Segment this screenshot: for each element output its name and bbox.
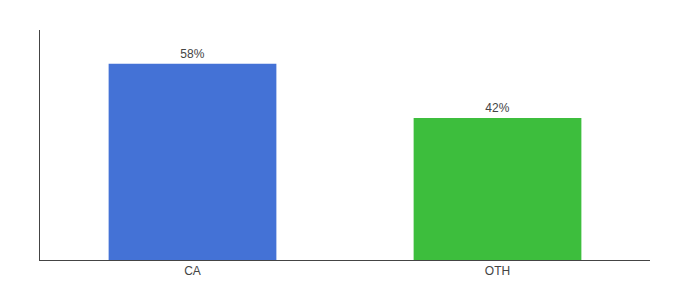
- svg-text:OTH: OTH: [485, 264, 510, 278]
- svg-text:42%: 42%: [485, 101, 509, 115]
- svg-text:CA: CA: [184, 264, 201, 278]
- svg-text:58%: 58%: [180, 47, 204, 61]
